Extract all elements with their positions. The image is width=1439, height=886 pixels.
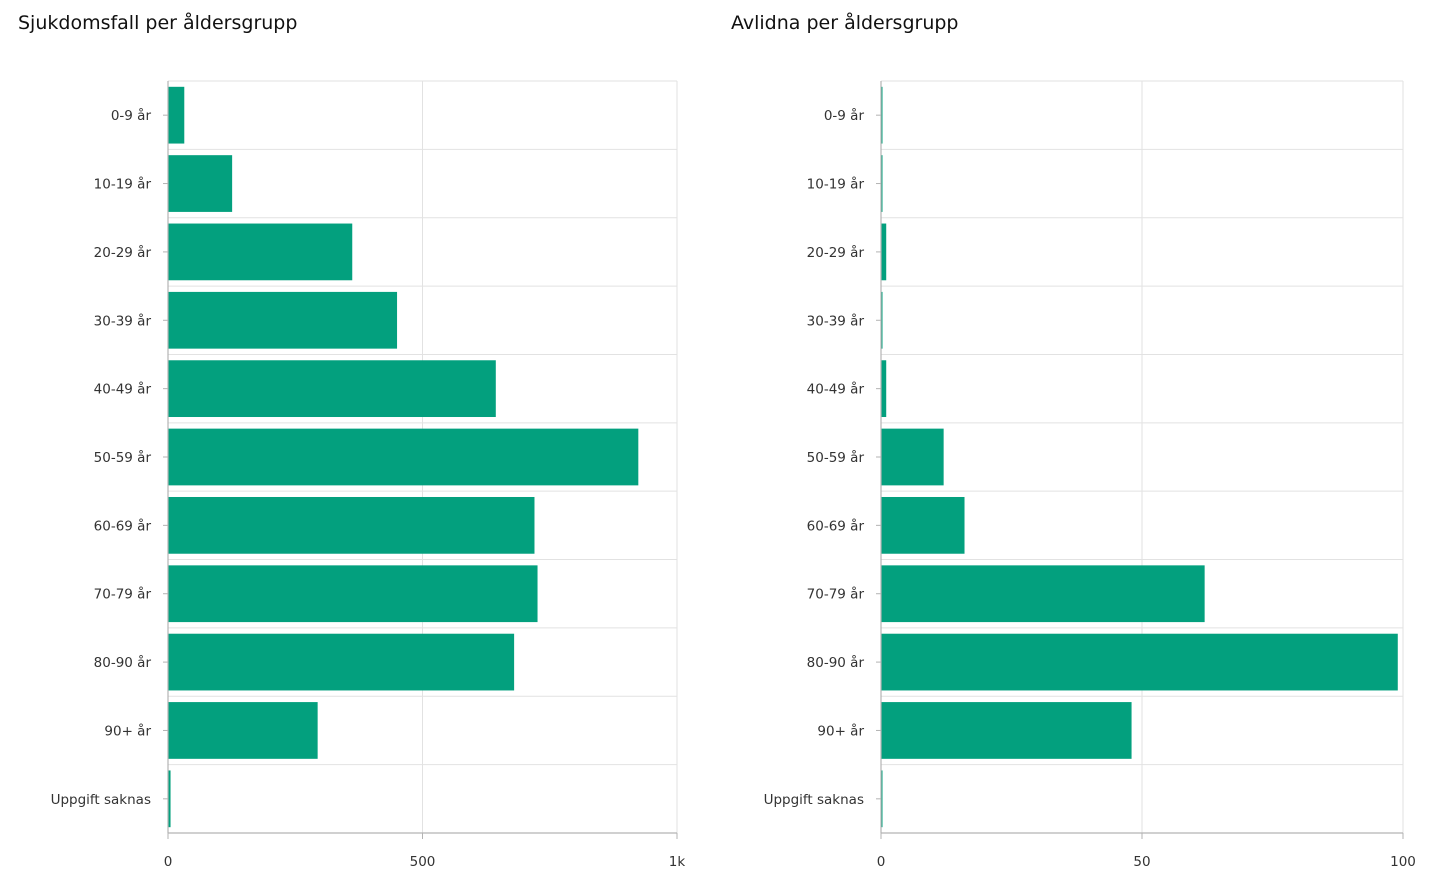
chart-panel-deaths: Avlidna per åldersgrupp 0 50 100 0-9 år 10-1… [713,0,1439,886]
bar-deaths [881,565,1205,623]
y-category-label: 20-29 år [807,244,865,261]
bar-cases [168,428,639,486]
y-category-label: 80-90 år [807,654,865,671]
bar-deaths [881,702,1132,759]
y-category-label: 40-49 år [807,381,865,398]
chart-deaths-svg: 0 50 100 0-9 år 10-19 år 20-29 år 30-39 år 40-4… [764,80,1416,870]
bar-cases [168,223,353,281]
y-category-label: 0-9 år [111,107,152,124]
chart-title-cases: Sjukdomsfall per åldersgrupp [18,12,298,34]
bar-cases [168,770,171,828]
y-category-label: Uppgift saknas [764,792,864,808]
y-category-label: 20-29 år [94,244,152,261]
y-category-label: 0-9 år [824,107,865,124]
x-tick-label: 1k [669,854,686,870]
bar-cases [168,702,318,759]
bar-cases [168,155,233,212]
x-tick-label: 500 [410,854,436,870]
y-category-label: Uppgift saknas [51,792,151,808]
y-category-label: 80-90 år [94,654,152,671]
y-category-label: 40-49 år [94,381,152,398]
bar-deaths [881,155,883,212]
y-category-label: 70-79 år [807,586,865,603]
y-category-label: 90+ år [817,722,864,739]
bar-deaths [881,360,887,418]
chart-cases-svg: 0 500 1k 0-9 år 10-19 år 20-29 år 30-39 år 40-4… [51,80,686,870]
x-tick-label: 0 [877,854,886,870]
bar-cases [168,496,535,554]
bar-cases [168,633,515,691]
y-category-label: 50-59 år [807,449,865,466]
y-category-label: 10-19 år [807,176,865,193]
chart-title-deaths: Avlidna per åldersgrupp [731,12,959,34]
y-category-label: 10-19 år [94,176,152,193]
x-tick-label: 100 [1390,854,1416,870]
bar-deaths [881,770,883,828]
y-category-label: 30-39 år [94,312,152,329]
bar-cases [168,86,185,144]
bar-deaths [881,86,883,144]
bar-deaths [881,633,1398,691]
bar-cases [168,360,496,418]
bar-cases [168,291,398,349]
x-tick-label: 50 [1133,854,1150,870]
y-category-label: 70-79 år [94,586,152,603]
bar-deaths [881,496,965,554]
chart-panel-cases: Sjukdomsfall per åldersgrupp 0 500 1k 0-9 å… [18,12,686,870]
bar-cases [168,565,538,623]
y-category-label: 60-69 år [94,517,152,534]
bar-deaths [881,223,887,281]
y-category-label: 90+ år [104,722,151,739]
y-category-label: 50-59 år [94,449,152,466]
bar-deaths [881,291,883,349]
y-category-label: 30-39 år [807,312,865,329]
bar-deaths [881,428,944,486]
y-category-label: 60-69 år [807,517,865,534]
x-tick-label: 0 [164,854,173,870]
